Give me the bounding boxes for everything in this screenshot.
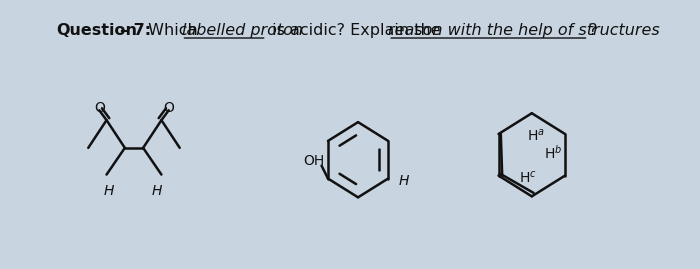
Text: is acidic? Explain the: is acidic? Explain the xyxy=(267,23,445,38)
Text: – 7:: – 7: xyxy=(120,23,151,38)
Text: H$^c$: H$^c$ xyxy=(519,169,536,186)
Text: Which: Which xyxy=(143,23,203,38)
Text: ?: ? xyxy=(589,23,597,38)
Text: H$^a$: H$^a$ xyxy=(527,128,545,144)
Text: reason with the help of structures: reason with the help of structures xyxy=(389,23,660,38)
Text: labelled proton: labelled proton xyxy=(181,23,302,38)
Text: Question: Question xyxy=(56,23,137,38)
Text: H$^b$: H$^b$ xyxy=(544,143,562,161)
Text: H: H xyxy=(152,185,162,199)
Text: O: O xyxy=(94,101,106,115)
Text: O: O xyxy=(163,101,174,115)
Text: OH: OH xyxy=(304,154,325,168)
Text: H: H xyxy=(104,185,115,199)
Text: H: H xyxy=(399,174,409,187)
